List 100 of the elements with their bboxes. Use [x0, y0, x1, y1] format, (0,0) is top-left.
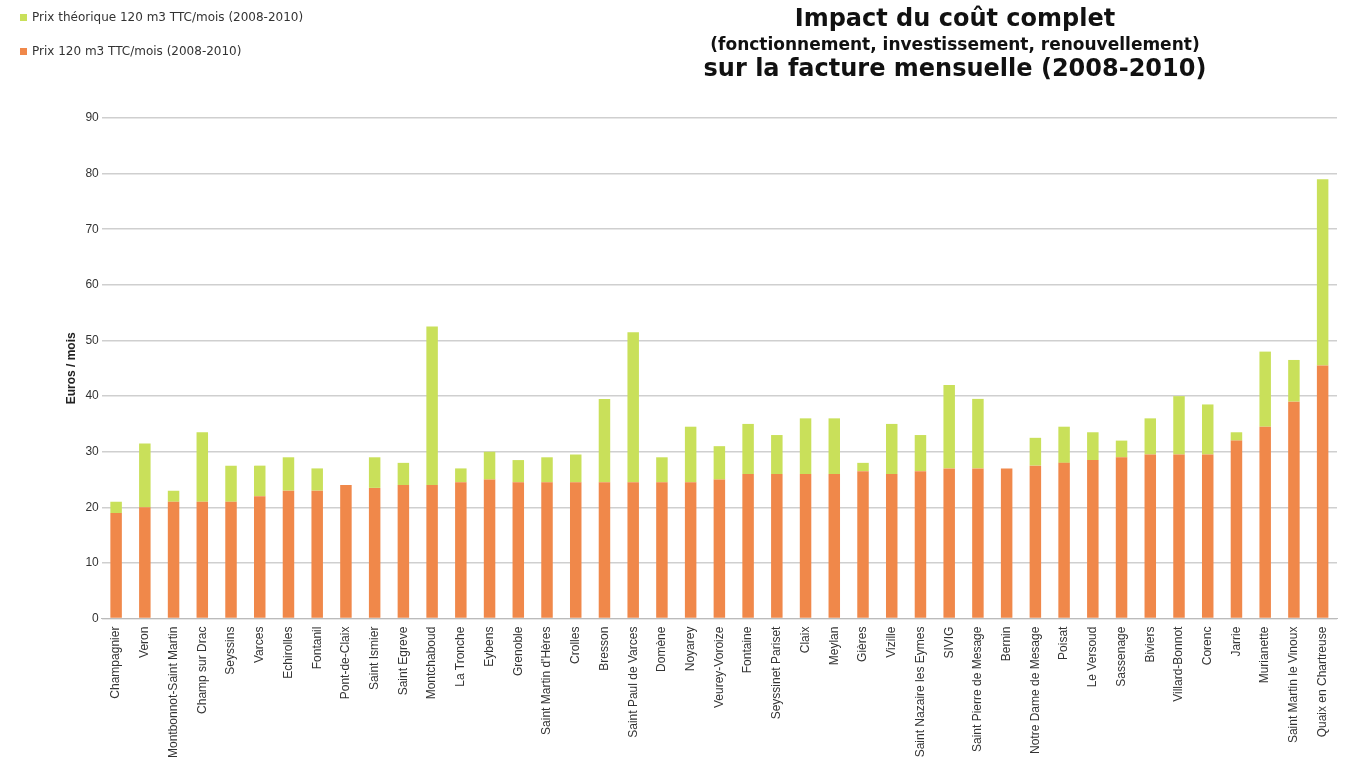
bar	[541, 482, 553, 618]
bar	[1115, 457, 1128, 618]
y-tick-label: 20	[85, 499, 100, 514]
bar	[1029, 465, 1042, 618]
bar	[455, 482, 467, 618]
bar	[1058, 462, 1070, 618]
bar	[569, 454, 582, 483]
legend-label: Prix théorique 120 m3 TTC/mois (2008-2010)	[32, 10, 304, 24]
x-tick-label: Fontanil	[309, 626, 324, 670]
bar	[914, 471, 927, 618]
y-tick-label: 90	[85, 110, 100, 125]
bar	[684, 482, 697, 618]
x-tick-label: Grenoble	[510, 626, 525, 676]
bar	[627, 332, 639, 483]
x-tick-label: Meylan	[826, 626, 841, 666]
x-tick-label: Champagnier	[108, 626, 123, 699]
bar	[972, 398, 984, 469]
bar	[1058, 426, 1070, 463]
bar	[368, 487, 381, 618]
bar	[397, 462, 410, 486]
bar	[828, 418, 841, 474]
x-tick-label: Noyarey	[682, 626, 697, 672]
bar	[1173, 396, 1185, 455]
bar	[483, 479, 496, 618]
bar	[1259, 426, 1271, 618]
x-tick-label: Quaix en Chartreuse	[1314, 626, 1329, 738]
bar	[1288, 359, 1300, 402]
bar	[885, 473, 898, 618]
bar	[598, 482, 611, 618]
chart-title: Impact du coût complet	[793, 4, 1117, 32]
bar	[541, 457, 553, 483]
bar	[684, 426, 697, 483]
bar	[1316, 365, 1329, 618]
bar	[569, 482, 582, 618]
y-tick-label: 50	[85, 332, 100, 347]
bar	[828, 473, 841, 618]
y-tick-label: 70	[85, 221, 100, 236]
bar	[1201, 454, 1214, 618]
bar	[742, 473, 754, 618]
bar	[1173, 454, 1185, 618]
bar	[656, 482, 668, 618]
x-tick-label: Le Versoud	[1085, 626, 1100, 688]
bar	[340, 485, 352, 618]
x-tick-label: Villard-Bonnot	[1171, 625, 1186, 702]
x-tick-label: Saint Ismier	[366, 626, 381, 690]
bar	[110, 501, 122, 513]
y-tick-label: 80	[85, 165, 100, 180]
x-tick-label: Crolles	[568, 626, 583, 664]
bar	[196, 501, 209, 618]
bar	[598, 398, 611, 483]
bar	[943, 468, 955, 618]
y-tick-label: 60	[85, 277, 100, 292]
x-tick-label: Poisat	[1056, 625, 1071, 660]
x-tick-label: Veurey-Voroize	[711, 626, 726, 708]
bar	[742, 423, 754, 474]
bar	[1087, 460, 1099, 618]
bar	[1115, 440, 1128, 458]
x-tick-label: Domène	[654, 626, 669, 672]
bar	[1000, 468, 1013, 618]
bar	[627, 482, 639, 618]
bar	[282, 490, 295, 618]
x-tick-label: Saint Pierre de Mesage	[970, 626, 985, 752]
x-tick-label: Champ sur Drac	[194, 626, 209, 714]
x-tick-label: Saint Martin le Vinoux	[1286, 626, 1301, 744]
bar	[455, 468, 467, 483]
bar	[426, 326, 438, 486]
bar	[368, 457, 381, 488]
bar	[225, 501, 237, 618]
bar	[1230, 432, 1243, 441]
x-tick-label: Veron	[137, 626, 152, 658]
x-tick-label: Notre Dame de Mesage	[1027, 626, 1042, 754]
bar	[857, 471, 869, 618]
bar	[139, 443, 151, 508]
bar	[282, 457, 295, 491]
bar	[771, 435, 783, 474]
bar	[1259, 351, 1271, 427]
bar	[799, 473, 812, 618]
bar	[713, 479, 726, 618]
bar	[167, 490, 180, 502]
y-tick-label: 10	[85, 555, 100, 570]
bar	[225, 465, 237, 502]
x-tick-label: Gières	[855, 626, 870, 662]
bar	[857, 462, 869, 472]
y-tick-label: 40	[85, 388, 100, 403]
bar	[1144, 418, 1157, 455]
x-tick-label: Montchaboud	[424, 626, 439, 700]
bar	[1288, 401, 1300, 618]
x-tick-label: Murianette	[1257, 626, 1272, 684]
x-tick-label: Vizille	[884, 626, 899, 658]
bar	[167, 501, 180, 618]
x-tick-label: Echirolles	[280, 626, 295, 679]
bar	[512, 460, 525, 483]
bar	[943, 384, 955, 469]
x-tick-label: Pont-de-Claix	[338, 626, 353, 700]
x-tick-label: Montbonnot-Saint Martin	[165, 626, 180, 758]
bar	[885, 423, 898, 474]
bar	[512, 482, 525, 618]
bar	[139, 507, 151, 618]
bar	[771, 473, 783, 618]
x-tick-label: Varces	[252, 626, 267, 664]
